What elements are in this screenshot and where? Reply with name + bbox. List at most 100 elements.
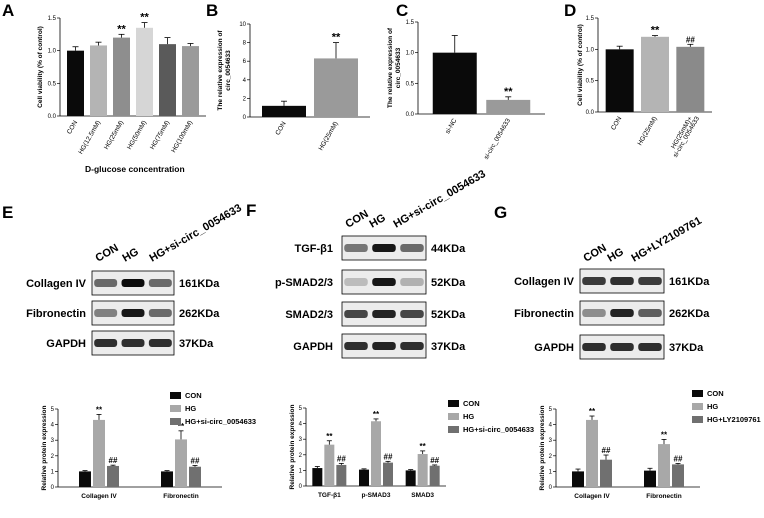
panel-E-legend-entry: CON — [185, 391, 202, 400]
panel-E-blot-band — [94, 309, 118, 317]
panel-E-lane-label: HG — [121, 246, 141, 265]
panel-B-y-axis-label: circ_0054633 — [225, 50, 232, 91]
panel-G-y-axis-label: Relative protein expression — [539, 406, 546, 491]
panel-F-bar — [417, 454, 428, 486]
panel-F-blot-band — [344, 244, 368, 252]
panel-C-y-tick-label: 1.0 — [406, 51, 415, 57]
panel-G-y-tick-label: 5 — [549, 407, 553, 413]
panel-G-legend-swatch — [692, 416, 703, 423]
panel-C-significance-mark: ** — [504, 86, 513, 98]
panel-A-bar — [113, 37, 130, 116]
panel-G-legend-swatch — [692, 390, 703, 397]
panel-G-y-tick-label: 2 — [549, 454, 553, 460]
panel-E-blot-row-label: Collagen IV — [26, 278, 87, 290]
panel-G-bar — [600, 459, 612, 487]
panel-a-chart: 0.0 0.5 1.0 1.5 Cell viability (% of control… — [37, 12, 206, 156]
panel-E-bar — [93, 419, 105, 487]
panel-E-blot-band — [148, 279, 172, 287]
panel-F-y-tick-label: 4 — [299, 422, 303, 428]
panel-label-e: E — [2, 203, 13, 222]
panel-G-significance-mark: ## — [602, 446, 611, 455]
panel-E-blot-row-label: Fibronectin — [26, 308, 86, 320]
panel-E-legend-entry: HG+si-circ_0054633 — [185, 417, 256, 426]
panel-D-y-tick-label: 1.5 — [586, 16, 595, 22]
panel-G-legend-entry: CON — [707, 389, 724, 398]
panel-E-bar — [79, 471, 91, 487]
panel-A-bar — [182, 46, 199, 116]
panel-G-x-tick-label: Collagen IV — [574, 493, 610, 500]
panel-B-significance-mark: ** — [332, 32, 341, 44]
panel-G-legend-entry: HG+LY2109761 — [707, 415, 761, 424]
panel-F-blot-band — [372, 278, 396, 286]
panel-A-x-tick-label: HG(25mM) — [103, 120, 125, 151]
panel-B-y-tick-label: 0 — [243, 115, 247, 121]
panel-G-bar — [586, 419, 598, 487]
panel-G-kda-label: 262KDa — [669, 308, 710, 320]
panel-A-x-tick-label: HG(75mM) — [149, 120, 171, 151]
panel-A-y-axis-label: Cell viability (% of control) — [37, 26, 44, 108]
panel-F-lane-label: HG — [368, 212, 388, 231]
panel-F-blot-row-label: SMAD2/3 — [285, 309, 333, 321]
panel-G-lane-label: HG — [606, 246, 626, 265]
panel-E-bar — [107, 465, 119, 487]
panel-F-bar — [383, 462, 393, 486]
panel-c-chart: 0.0 0.5 1.0 1.5 The relative expression of ci… — [387, 20, 545, 161]
panel-F-significance-mark: ** — [373, 410, 380, 419]
panel-C-bar — [486, 99, 531, 114]
panel-D-y-tick-label: 1.0 — [586, 47, 595, 53]
panel-E-legend-swatch — [170, 418, 181, 425]
panel-B-x-tick-label: HG(25mM) — [318, 121, 340, 152]
panel-F-legend-swatch — [448, 400, 459, 407]
panel-A-significance-mark: ** — [117, 23, 126, 35]
panel-E-x-tick-label: Fibronectin — [163, 493, 198, 500]
panel-G-blot-band — [582, 277, 606, 285]
panel-G-blot-row-label: GAPDH — [534, 342, 574, 354]
panel-C-y-axis-label: circ_0054633 — [395, 47, 402, 88]
panel-E-blot-band — [121, 279, 145, 287]
panel-E-blot-band — [148, 339, 172, 347]
panel-C-x-tick-label: si-circ_0054633 — [483, 117, 512, 161]
panel-C-y-tick-label: 0.5 — [406, 81, 415, 87]
panel-B-y-tick-label: 6 — [243, 59, 247, 65]
panel-A-y-tick-label: 1.5 — [48, 16, 57, 22]
panel-F-x-tick-label: p-SMAD3 — [362, 492, 391, 499]
panel-G-significance-mark: ** — [661, 430, 668, 439]
panel-E-x-tick-label: Collagen IV — [81, 493, 117, 500]
panel-E-blot-band — [148, 309, 172, 317]
panel-G-kda-label: 161KDa — [669, 276, 710, 288]
panel-D-bar — [605, 49, 634, 112]
panel-G-blot-band — [638, 277, 662, 285]
panel-A-bar — [136, 27, 153, 116]
panel-E-blot-row-label: GAPDH — [46, 338, 86, 350]
panel-F-blot-band — [400, 278, 424, 286]
panel-C-x-tick-label: si-NC — [444, 117, 458, 135]
panel-A-x-tick-label: HG(12.5mM) — [77, 120, 102, 156]
panel-G-legend-entry: HG — [707, 402, 718, 411]
panel-A-bar — [159, 44, 176, 117]
panel-A-y-tick-label: 0.5 — [48, 81, 57, 87]
panel-E-significance-mark: ## — [109, 456, 118, 465]
panel-A-x-tick-label: HG(50mM) — [126, 120, 148, 151]
panel-E-bar — [161, 471, 173, 487]
panel-G-y-tick-label: 4 — [549, 423, 553, 429]
panel-F-bar — [429, 465, 440, 486]
panel-E-legend-swatch — [170, 405, 181, 412]
panel-E-legend-entry: HG — [185, 404, 196, 413]
panel-B-y-tick-label: 10 — [239, 22, 246, 28]
panel-E-y-tick-label: 3 — [51, 438, 55, 444]
panel-G-bar — [644, 470, 656, 487]
panel-G-bar — [672, 464, 684, 487]
panel-G-blot-band — [610, 309, 634, 317]
panel-E-y-tick-label: 0 — [51, 485, 55, 491]
panel-F-significance-mark: ## — [430, 456, 439, 465]
panel-G-y-tick-label: 1 — [549, 469, 553, 475]
panel-G-blot-row-label: Fibronectin — [514, 308, 574, 320]
panel-D-significance-mark: ** — [651, 25, 660, 37]
panel-G-lane-label: HG+LY2109761 — [630, 215, 704, 265]
panel-E-y-tick-label: 4 — [51, 423, 55, 429]
panel-label-f: F — [246, 201, 256, 220]
